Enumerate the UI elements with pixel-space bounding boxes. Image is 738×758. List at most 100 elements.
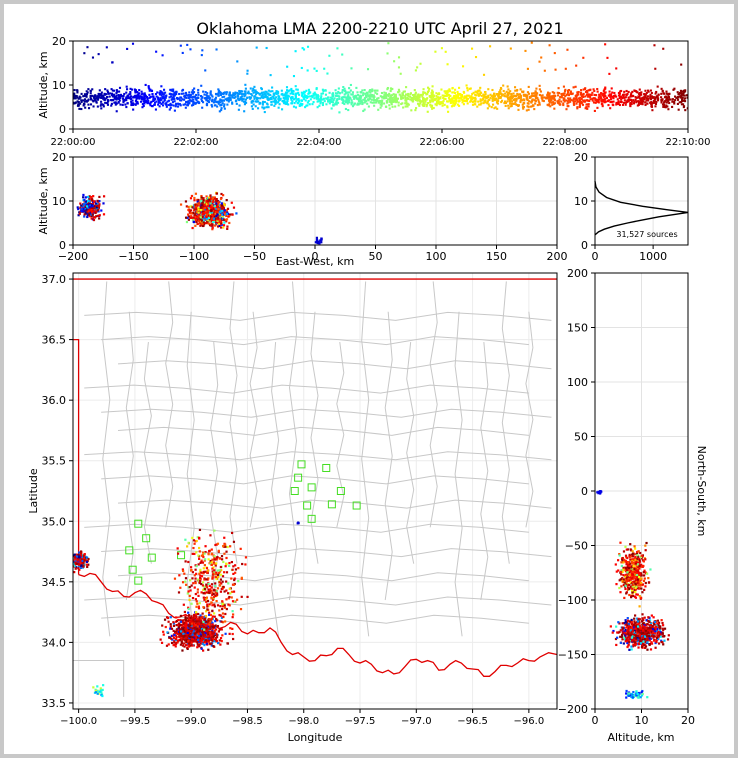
time-height-point (393, 100, 397, 103)
east-west-point (223, 221, 226, 224)
time-height-point (343, 90, 346, 93)
map-point (192, 626, 195, 629)
time-height-point (380, 101, 383, 104)
time-height-point (346, 91, 349, 94)
time-height-point (237, 108, 240, 111)
time-height-point (362, 109, 365, 113)
time-height-point (200, 98, 203, 101)
time-height-point (680, 63, 683, 66)
time-height-point (132, 96, 135, 99)
time-height-point (440, 102, 443, 105)
map-point (198, 616, 201, 619)
map-point (231, 632, 234, 636)
time-height-point (487, 88, 490, 91)
time-height-point (184, 106, 187, 109)
time-height-point (182, 103, 185, 106)
time-height-point (434, 50, 437, 53)
time-height-point (477, 93, 480, 96)
time-height-point (231, 94, 234, 97)
time-height-point (147, 99, 150, 102)
time-height-point (666, 105, 669, 108)
time-height-point (290, 91, 294, 94)
east-west-point (202, 217, 205, 220)
histogram-xtick-label: 1000 (639, 250, 667, 263)
time-height-point (582, 95, 585, 99)
time-height-point (638, 97, 641, 100)
time-height-point (320, 98, 323, 101)
time-height-point (73, 97, 76, 100)
map-point (80, 556, 84, 559)
map-point (211, 637, 214, 641)
time-height-point (74, 97, 77, 100)
time-height-point (432, 106, 435, 110)
time-height-point (564, 88, 567, 91)
east-west-point (90, 195, 93, 199)
map-point (187, 611, 190, 614)
map-point (194, 632, 197, 635)
east-west-point (207, 196, 211, 199)
time-height-point (379, 106, 382, 109)
time-height-point (255, 96, 258, 99)
east-west-point (80, 204, 83, 207)
east-west-point (214, 213, 217, 216)
time-height-point (376, 97, 379, 100)
east-west-point (215, 221, 218, 224)
time-height-point (385, 105, 388, 108)
time-height-point (89, 94, 92, 97)
map-point (175, 616, 178, 619)
time-height-point (517, 104, 520, 107)
time-height-point (394, 97, 397, 100)
east-west-point (86, 205, 89, 208)
time-height-point (342, 86, 345, 89)
time-height-point (455, 99, 458, 102)
east-west-point (192, 206, 195, 209)
map-point (210, 625, 213, 628)
time-height-point (185, 93, 188, 96)
map-point (209, 619, 212, 622)
map-point (216, 604, 220, 607)
time-height-point (345, 91, 348, 94)
time-height-point (528, 100, 531, 103)
time-height-point (447, 96, 451, 99)
time-height-point (347, 99, 351, 102)
time-height-point (261, 103, 264, 106)
time-height-point (671, 105, 674, 108)
map-point (197, 645, 200, 648)
map-panel: −100.0 −99.5 −99.0 −98.5 −98.0 −97.5 −97.0 −96.… (27, 272, 558, 744)
east-west-point (93, 206, 96, 210)
map-point (215, 617, 218, 621)
time-height-point (121, 103, 124, 106)
east-west-point (205, 218, 208, 221)
time-height-point (224, 98, 227, 101)
time-height-point (562, 85, 565, 88)
east-west-point (93, 200, 96, 203)
time-height-point (102, 104, 105, 107)
map-point (172, 621, 175, 624)
east-west-point (191, 216, 194, 219)
east-west-point (222, 209, 225, 212)
map-point (199, 637, 203, 640)
time-height-point (423, 103, 426, 106)
time-height-point (630, 92, 633, 95)
map-point (201, 612, 204, 615)
time-height-point (156, 96, 160, 99)
time-height-point (359, 102, 362, 105)
east-west-point (87, 208, 91, 211)
time-height-point (538, 60, 541, 63)
time-height-point (363, 98, 366, 101)
time-height-point (277, 90, 280, 93)
time-height-point (84, 98, 87, 101)
time-height-point (255, 91, 259, 94)
east-west-point (189, 216, 192, 219)
time-height-point (180, 92, 183, 95)
map-point (198, 623, 201, 626)
time-height-point (360, 99, 363, 102)
east-west-point (86, 213, 89, 217)
time-height-point (104, 101, 107, 104)
time-height-point (83, 100, 87, 103)
time-height-point (521, 103, 524, 106)
time-height-point (656, 85, 659, 88)
time-height-point (240, 92, 243, 95)
time-height-point (642, 97, 645, 100)
time-height-point (605, 96, 608, 99)
